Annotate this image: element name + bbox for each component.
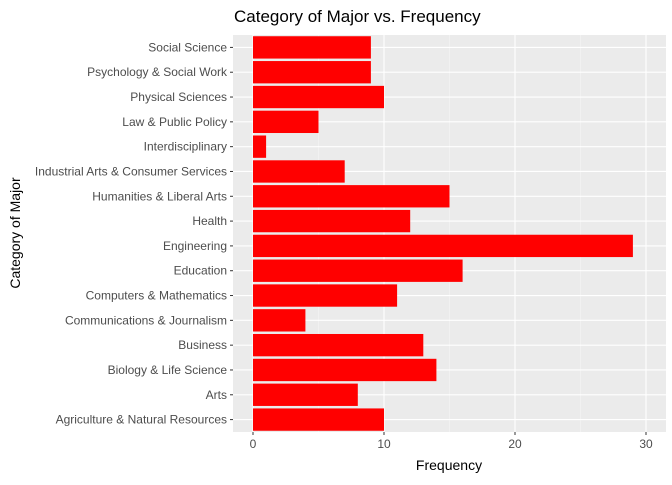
- bar-13: [253, 85, 384, 109]
- y-tick-label-6: Education: [174, 264, 227, 278]
- bar-9: [253, 185, 450, 208]
- bar-3: [253, 333, 424, 357]
- y-tick-label-9: Humanities & Liberal Arts: [92, 189, 227, 203]
- x-tick-label-3: 30: [639, 437, 653, 451]
- bar-8: [253, 209, 411, 233]
- x-tick-label-2: 20: [508, 437, 522, 451]
- y-tick-label-0: Agriculture & Natural Resources: [56, 413, 227, 427]
- bar-5: [253, 284, 398, 307]
- x-tick-label-1: 10: [377, 437, 391, 451]
- y-tick-label-12: Law & Public Policy: [122, 115, 227, 129]
- chart-title: Category of Major vs. Frequency: [234, 7, 481, 26]
- bar-layer: [253, 36, 633, 431]
- y-tick-label-10: Industrial Arts & Consumer Services: [35, 164, 227, 178]
- bar-2: [253, 358, 437, 382]
- y-tick-label-7: Engineering: [163, 239, 227, 253]
- y-tick-label-15: Social Science: [148, 40, 227, 54]
- y-tick-label-1: Arts: [206, 388, 227, 402]
- y-axis-title: Category of Major: [7, 177, 23, 289]
- bar-7: [253, 234, 633, 258]
- y-tick-label-11: Interdisciplinary: [144, 140, 227, 154]
- bar-10: [253, 160, 345, 183]
- y-tick-label-4: Communications & Journalism: [65, 313, 227, 327]
- x-axis-layer: 0 10 20 30: [250, 432, 653, 451]
- y-axis-layer: Agriculture & Natural Resources Arts Biolo…: [35, 40, 233, 427]
- bar-14: [253, 61, 371, 84]
- x-tick-label-0: 0: [250, 437, 257, 451]
- bar-12: [253, 110, 319, 134]
- y-tick-label-2: Biology & Life Science: [108, 363, 228, 377]
- x-axis-title: Frequency: [416, 457, 482, 473]
- bar-1: [253, 383, 358, 406]
- bar-4: [253, 309, 306, 332]
- y-tick-label-3: Business: [178, 338, 227, 352]
- bar-11: [253, 135, 267, 158]
- y-tick-label-8: Health: [192, 214, 227, 228]
- y-tick-label-5: Computers & Mathematics: [86, 289, 227, 303]
- bar-6: [253, 259, 463, 282]
- y-tick-label-13: Physical Sciences: [130, 90, 227, 104]
- bar-0: [253, 408, 384, 431]
- bar-15: [253, 36, 371, 59]
- y-tick-label-14: Psychology & Social Work: [87, 65, 228, 79]
